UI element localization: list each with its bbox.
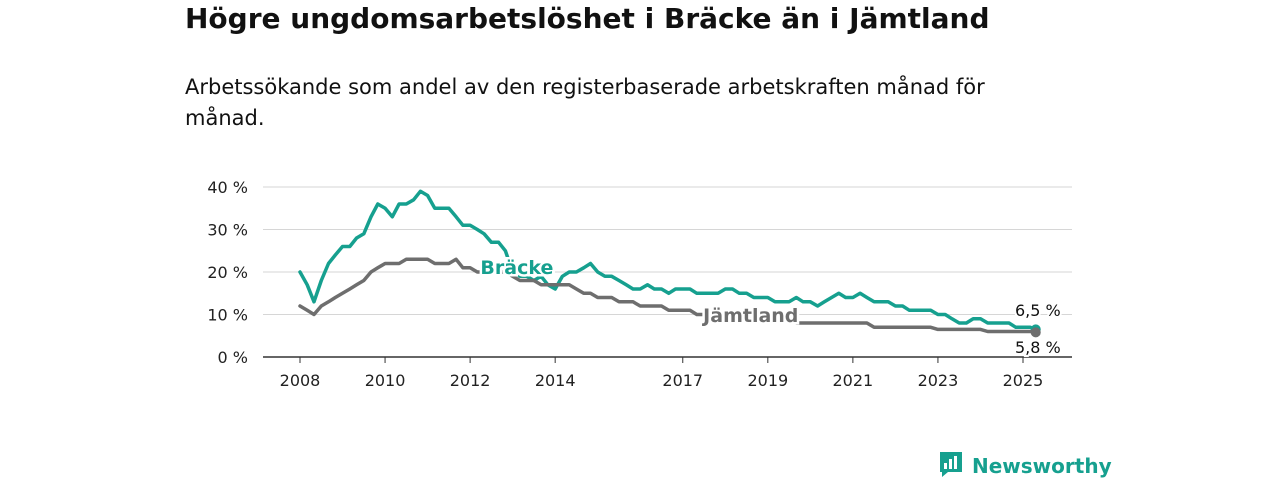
series-end-point <box>1030 327 1041 338</box>
end-label-bracke: 6,5 % <box>1015 301 1061 320</box>
x-tick-label: 2014 <box>535 371 576 390</box>
series-label-bracke: Bräcke <box>480 257 553 279</box>
chart-title: Högre ungdomsarbetslöshet i Bräcke än i … <box>185 2 990 35</box>
series-line-bracke <box>298 189 1038 332</box>
newsworthy-logo-icon <box>938 450 964 482</box>
x-tick-label: 2008 <box>280 371 321 390</box>
y-tick-label: 20 % <box>207 263 248 282</box>
x-tick-label: 2025 <box>1003 371 1044 390</box>
x-tick-label: 2021 <box>833 371 874 390</box>
x-tick-label: 2019 <box>747 371 788 390</box>
series-line-jamtland <box>298 257 1038 335</box>
x-tick-label: 2012 <box>450 371 491 390</box>
chart-subtitle: Arbetssökande som andel av den registerb… <box>185 75 985 130</box>
brand-logo: Newsworthy <box>938 450 1112 482</box>
brand-name: Newsworthy <box>972 454 1112 478</box>
y-tick-label: 0 % <box>218 348 248 367</box>
series-lines <box>298 189 1041 338</box>
x-tick-label: 2010 <box>365 371 406 390</box>
line-chart: 0 % 10 % 20 % 30 % 40 % 2008 2010 2012 2014 2017… <box>207 178 1072 390</box>
x-axis-ticks: 2008 2010 2012 2014 2017 2019 2021 2023 2025 <box>280 357 1044 390</box>
y-tick-label: 30 % <box>207 221 248 240</box>
series-labels: Bräcke Jämtland 6,5 % 5,8 % <box>478 255 1063 360</box>
gridlines <box>263 186 1072 358</box>
x-tick-label: 2017 <box>662 371 703 390</box>
y-tick-label: 40 % <box>207 178 248 197</box>
end-label-jamtland: 5,8 % <box>1015 338 1061 357</box>
y-tick-label: 10 % <box>207 306 248 325</box>
x-tick-label: 2023 <box>918 371 959 390</box>
series-label-jamtland: Jämtland <box>701 305 798 327</box>
y-axis-ticks: 0 % 10 % 20 % 30 % 40 % <box>207 178 248 367</box>
